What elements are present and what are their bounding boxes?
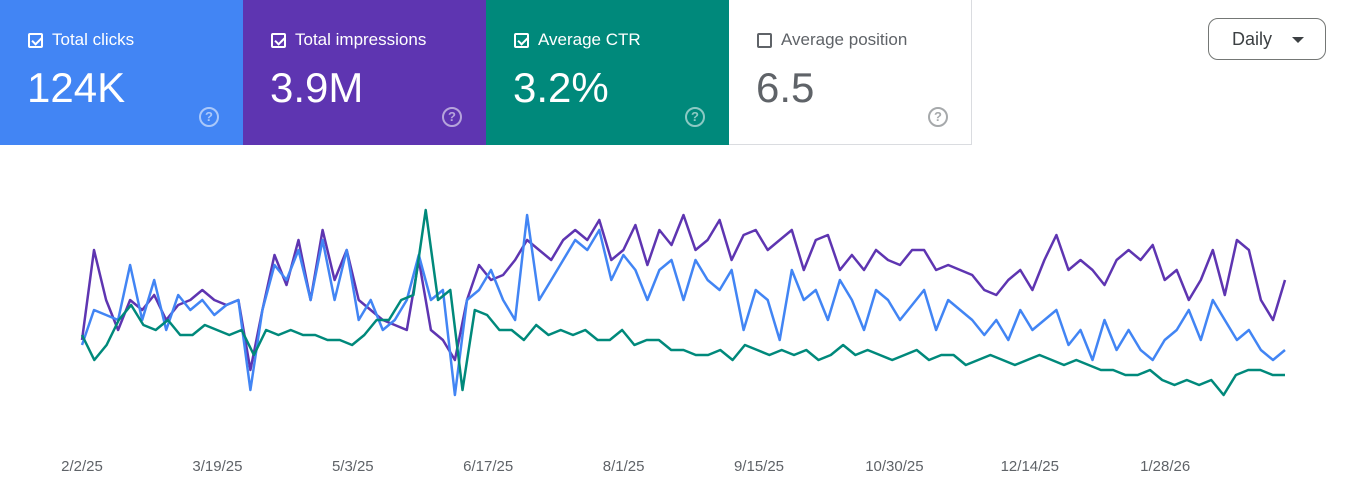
x-tick-label: 12/14/25: [1001, 458, 1059, 475]
granularity-dropdown[interactable]: Daily: [1208, 18, 1326, 60]
metric-card-impressions[interactable]: Total impressions 3.9M ?: [243, 0, 486, 145]
help-icon[interactable]: ?: [928, 107, 948, 127]
metric-value: 6.5: [756, 64, 815, 111]
metric-value: 3.2%: [513, 64, 609, 111]
series-line-total-impressions: [80, 213, 1287, 372]
caret-down-icon: [1292, 37, 1304, 43]
metric-label: Average CTR: [538, 30, 641, 49]
x-tick-label: 6/17/25: [463, 458, 513, 475]
x-tick-label: 3/19/25: [192, 458, 242, 475]
help-icon[interactable]: ?: [685, 107, 705, 127]
metric-label: Average position: [781, 30, 908, 49]
help-icon[interactable]: ?: [442, 107, 462, 127]
metric-card-position[interactable]: Average position 6.5 ?: [729, 0, 972, 145]
metric-card-ctr[interactable]: Average CTR 3.2% ?: [486, 0, 729, 145]
metric-label: Total impressions: [295, 30, 427, 49]
checkbox-checked-icon[interactable]: [271, 32, 286, 48]
metric-value: 3.9M: [270, 64, 364, 111]
metric-value: 124K: [27, 64, 126, 111]
checkbox-checked-icon[interactable]: [514, 32, 529, 48]
metric-card-clicks[interactable]: Total clicks 124K ?: [0, 0, 243, 145]
x-tick-label: 8/1/25: [603, 458, 645, 475]
x-tick-label: 9/15/25: [734, 458, 784, 475]
series-line-total-clicks: [80, 213, 1286, 397]
x-tick-label: 10/30/25: [865, 458, 923, 475]
metric-label: Total clicks: [52, 30, 135, 49]
help-icon[interactable]: ?: [199, 107, 219, 127]
x-tick-label: 1/28/26: [1140, 458, 1190, 475]
x-tick-label: 2/2/25: [61, 458, 103, 475]
series-line-average-ctr: [80, 208, 1285, 397]
checkbox-unchecked-icon[interactable]: [757, 32, 772, 48]
checkbox-checked-icon[interactable]: [28, 32, 43, 48]
metric-cards: Total clicks 124K ? Total impressions 3.…: [0, 0, 972, 145]
x-tick-label: 5/3/25: [332, 458, 374, 475]
granularity-value: Daily: [1232, 28, 1273, 49]
